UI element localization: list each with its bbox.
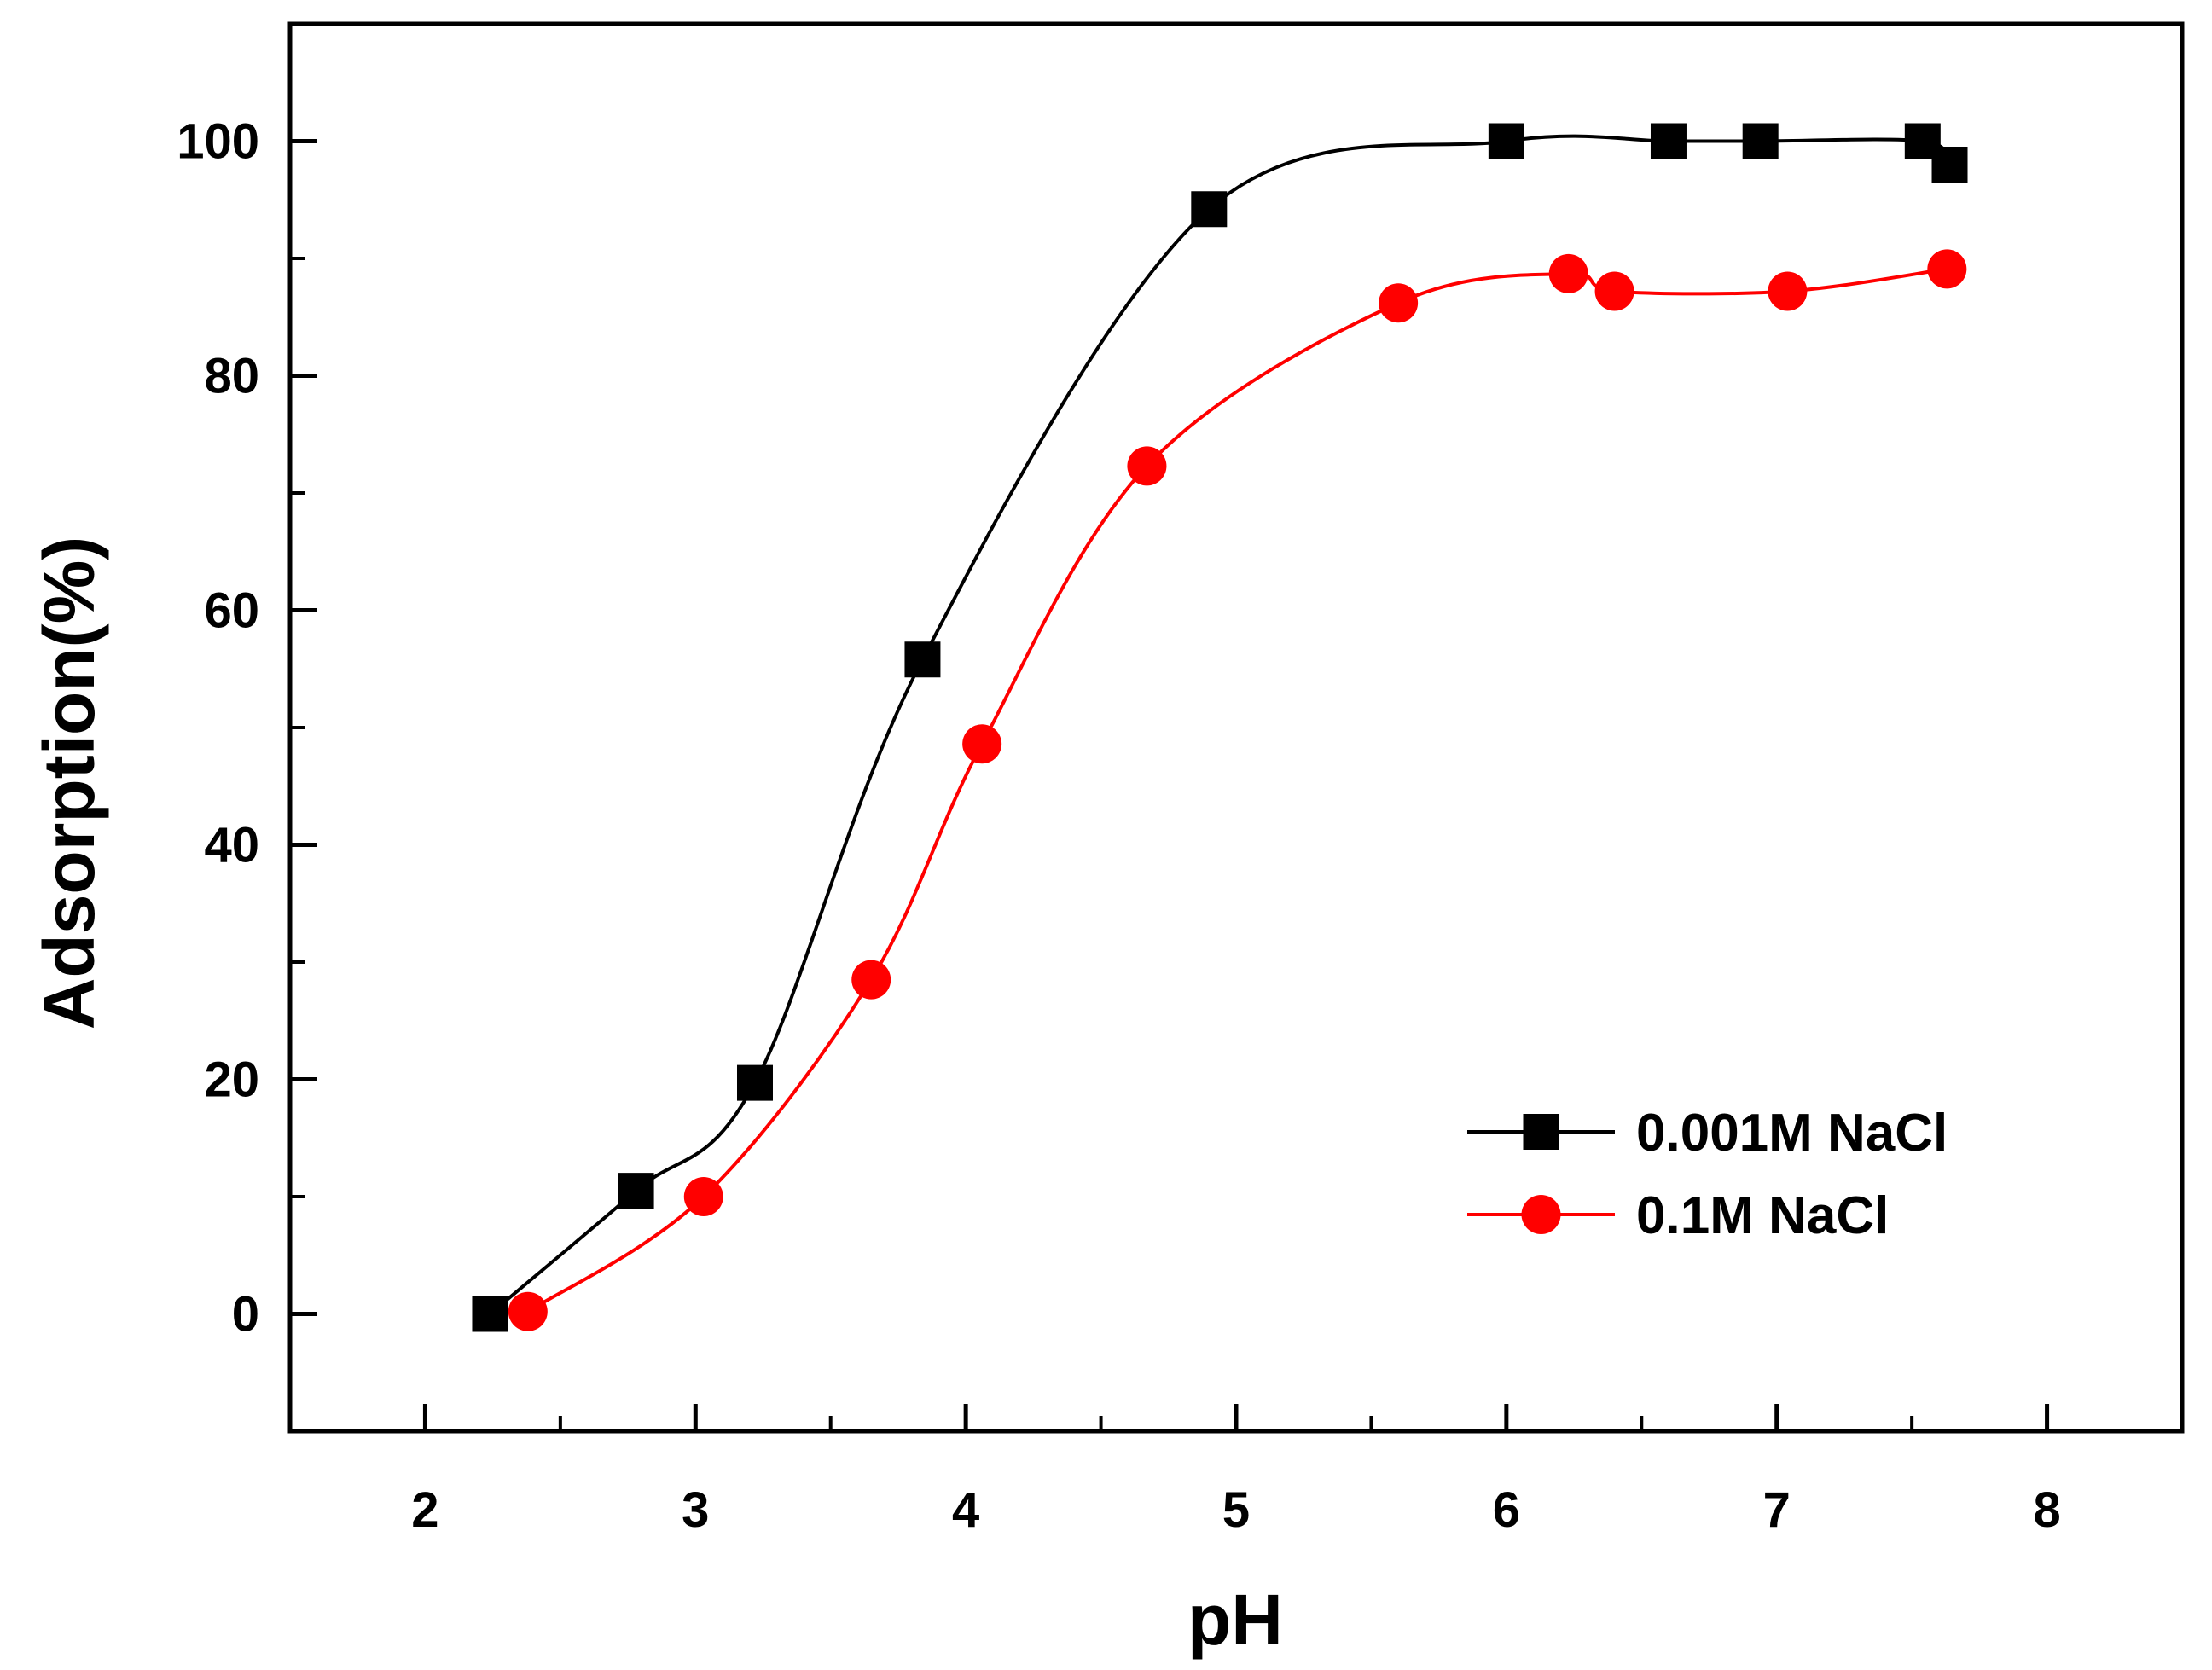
data-point-circle [508, 1291, 548, 1331]
data-point-circle [683, 1177, 723, 1216]
data-point-square [472, 1296, 508, 1332]
data-point-square [1742, 123, 1779, 159]
x-tick-label: 4 [952, 1482, 979, 1538]
data-point-circle [1768, 271, 1808, 311]
y-axis-ticks: 0 20 40 60 80 100 [177, 22, 317, 1433]
x-axis-ticks: 2 3 4 5 6 7 8 [411, 1404, 2061, 1538]
series-layer [472, 123, 1968, 1332]
y-tick-label: 60 [204, 583, 259, 639]
plot-frame [287, 21, 2185, 1434]
y-axis-label: Adsorption(%) [29, 536, 109, 1030]
x-tick-label: 2 [411, 1482, 438, 1538]
y-tick-label: 100 [177, 114, 259, 170]
x-axis-label: pH [1187, 1580, 1283, 1660]
data-point-square [1931, 147, 1968, 183]
y-tick-label: 0 [232, 1287, 259, 1342]
data-point-square [618, 1173, 654, 1209]
x-tick-label: 6 [1493, 1482, 1520, 1538]
data-point-square [1191, 191, 1228, 228]
legend-label: 0.1M NaCl [1636, 1186, 1889, 1245]
data-point-square [736, 1064, 773, 1101]
x-tick-label: 7 [1763, 1482, 1791, 1538]
series-line-1 [526, 267, 1948, 1313]
data-point-circle [1379, 283, 1419, 323]
legend-marker-circle [1521, 1195, 1561, 1234]
data-point-circle [851, 960, 891, 1000]
data-point-square [1488, 123, 1524, 159]
x-tick-label: 8 [2033, 1482, 2060, 1538]
x-tick-label: 3 [682, 1482, 709, 1538]
legend-marker-square [1523, 1114, 1559, 1150]
data-point-circle [1127, 446, 1167, 486]
x-tick-label: 5 [1222, 1482, 1250, 1538]
data-point-square [904, 641, 941, 678]
y-tick-label: 80 [204, 349, 259, 404]
data-point-square [1650, 123, 1687, 159]
data-point-circle [1594, 271, 1634, 311]
data-point-circle [962, 724, 1002, 764]
legend-label: 0.001M NaCl [1636, 1104, 1948, 1163]
y-tick-label: 40 [204, 818, 259, 873]
legend: 0.001M NaCl 0.1M NaCl [1467, 1104, 1948, 1245]
data-point-circle [1548, 253, 1588, 293]
y-tick-label: 20 [204, 1052, 259, 1108]
data-point-circle [1927, 249, 1967, 289]
